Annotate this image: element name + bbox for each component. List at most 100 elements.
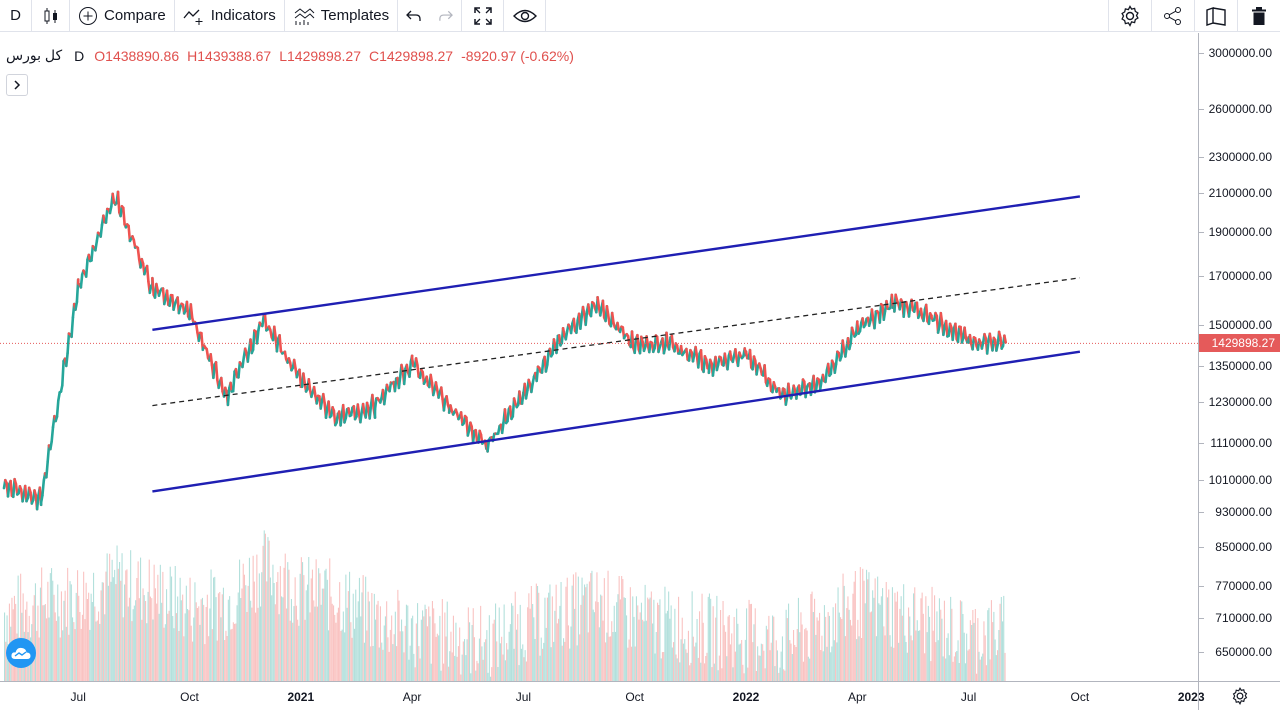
undo-button[interactable] <box>398 0 430 32</box>
volume-bar <box>341 629 343 681</box>
price-segment <box>954 322 959 341</box>
chart-pane[interactable] <box>0 33 1198 681</box>
templates-button[interactable]: Templates <box>285 0 399 32</box>
delete-button[interactable] <box>1237 0 1280 32</box>
book-icon <box>1206 7 1226 26</box>
volume-bar <box>240 598 242 681</box>
volume-bar <box>114 569 116 681</box>
price-axis[interactable]: 3000000.00 2600000.00 2300000.00 2100000.00… <box>1198 33 1280 681</box>
volume-bar <box>252 555 254 681</box>
volume-bar <box>606 632 608 681</box>
volume-bar <box>704 663 706 681</box>
volume-bar <box>214 576 216 681</box>
axis-settings-button[interactable] <box>1198 681 1280 710</box>
volume-bar <box>727 616 729 681</box>
volume-bar <box>549 584 551 681</box>
volume-bar <box>846 608 848 681</box>
price-segment <box>647 340 652 354</box>
volume-bar <box>867 579 869 681</box>
volume-bar <box>162 571 164 681</box>
redo-button[interactable] <box>430 0 463 32</box>
candles-icon <box>44 7 57 24</box>
price-segment <box>545 349 550 367</box>
volume-bar <box>849 619 851 681</box>
price-segment <box>882 309 887 322</box>
volume-bar <box>159 564 161 681</box>
volume-bar <box>862 568 864 681</box>
indicators-button[interactable]: Indicators <box>175 0 285 32</box>
price-segment <box>636 333 641 351</box>
snapshot-button[interactable] <box>1194 0 1237 32</box>
volume-bar <box>539 655 541 681</box>
mid-dashed-line[interactable] <box>152 277 1080 407</box>
lower-channel[interactable] <box>152 350 1081 493</box>
volume-bar <box>811 591 813 681</box>
price-segment <box>212 363 216 380</box>
volume-bar <box>571 585 573 681</box>
chart-type-button[interactable] <box>32 0 70 32</box>
volume-bar <box>246 612 248 681</box>
volume-bar <box>979 659 981 681</box>
volume-bar <box>336 612 338 681</box>
time-label: 2022 <box>732 690 760 704</box>
volume-bar <box>783 669 785 681</box>
volume-bar <box>290 599 292 681</box>
volume-bar <box>401 619 403 681</box>
price-segment <box>902 301 907 319</box>
volume-bar <box>467 607 469 681</box>
volume-bar <box>49 573 51 681</box>
volume-bar <box>143 595 145 681</box>
volume-bar <box>245 585 247 681</box>
volume-bar <box>936 611 938 681</box>
volume-bar <box>282 597 284 681</box>
time-axis[interactable]: Jul Oct 2021 Apr Jul Oct 2022 Apr Jul Oct 2023 <box>0 681 1205 710</box>
upper-channel[interactable] <box>152 195 1081 332</box>
price-segment <box>907 303 912 318</box>
compare-button[interactable]: Compare <box>70 0 175 32</box>
volume-bar <box>381 642 383 681</box>
price-tick <box>1199 108 1204 110</box>
volume-bar <box>922 613 924 681</box>
price-segment <box>768 378 773 393</box>
price-segment <box>185 300 190 318</box>
trash-icon <box>1252 7 1266 25</box>
volume-bar <box>538 592 540 681</box>
volume-bar <box>767 629 769 681</box>
volume-bar <box>769 650 771 681</box>
volume-bar <box>146 623 148 681</box>
interval-button[interactable]: D <box>0 0 32 32</box>
visibility-button[interactable] <box>504 0 547 32</box>
volume-bar <box>461 654 463 681</box>
legend-expand-button[interactable] <box>6 74 28 96</box>
share-button[interactable] <box>1151 0 1194 32</box>
volume-bar <box>559 605 561 681</box>
volume-bar <box>666 610 668 681</box>
volume-bar <box>611 621 613 681</box>
price-segment <box>814 377 819 392</box>
volume-bar <box>758 655 760 681</box>
price-segment <box>601 299 606 319</box>
price-segment <box>503 408 508 425</box>
settings-button[interactable] <box>1108 0 1151 32</box>
volume-bar <box>869 612 871 681</box>
volume-bar <box>962 614 964 681</box>
price-segment <box>800 378 805 395</box>
price-label: 770000.00 <box>1215 579 1272 594</box>
symbol-name[interactable]: کل بورس <box>6 47 63 63</box>
volume-bar <box>298 625 300 681</box>
price-segment <box>312 385 317 398</box>
tradingview-logo[interactable] <box>6 638 36 668</box>
volume-bar <box>807 656 809 681</box>
volume-bar <box>670 605 672 681</box>
price-chart[interactable] <box>0 33 1198 681</box>
volume-bar <box>685 649 687 681</box>
volume-bar <box>684 639 686 681</box>
volume-bar <box>101 582 103 681</box>
volume-bar <box>776 650 778 681</box>
volume-bar <box>86 599 88 681</box>
fullscreen-button[interactable] <box>462 0 505 32</box>
volume-bar <box>486 630 488 681</box>
volume-bar <box>847 596 849 681</box>
volume-bar <box>595 601 597 681</box>
price-segment <box>699 348 704 371</box>
